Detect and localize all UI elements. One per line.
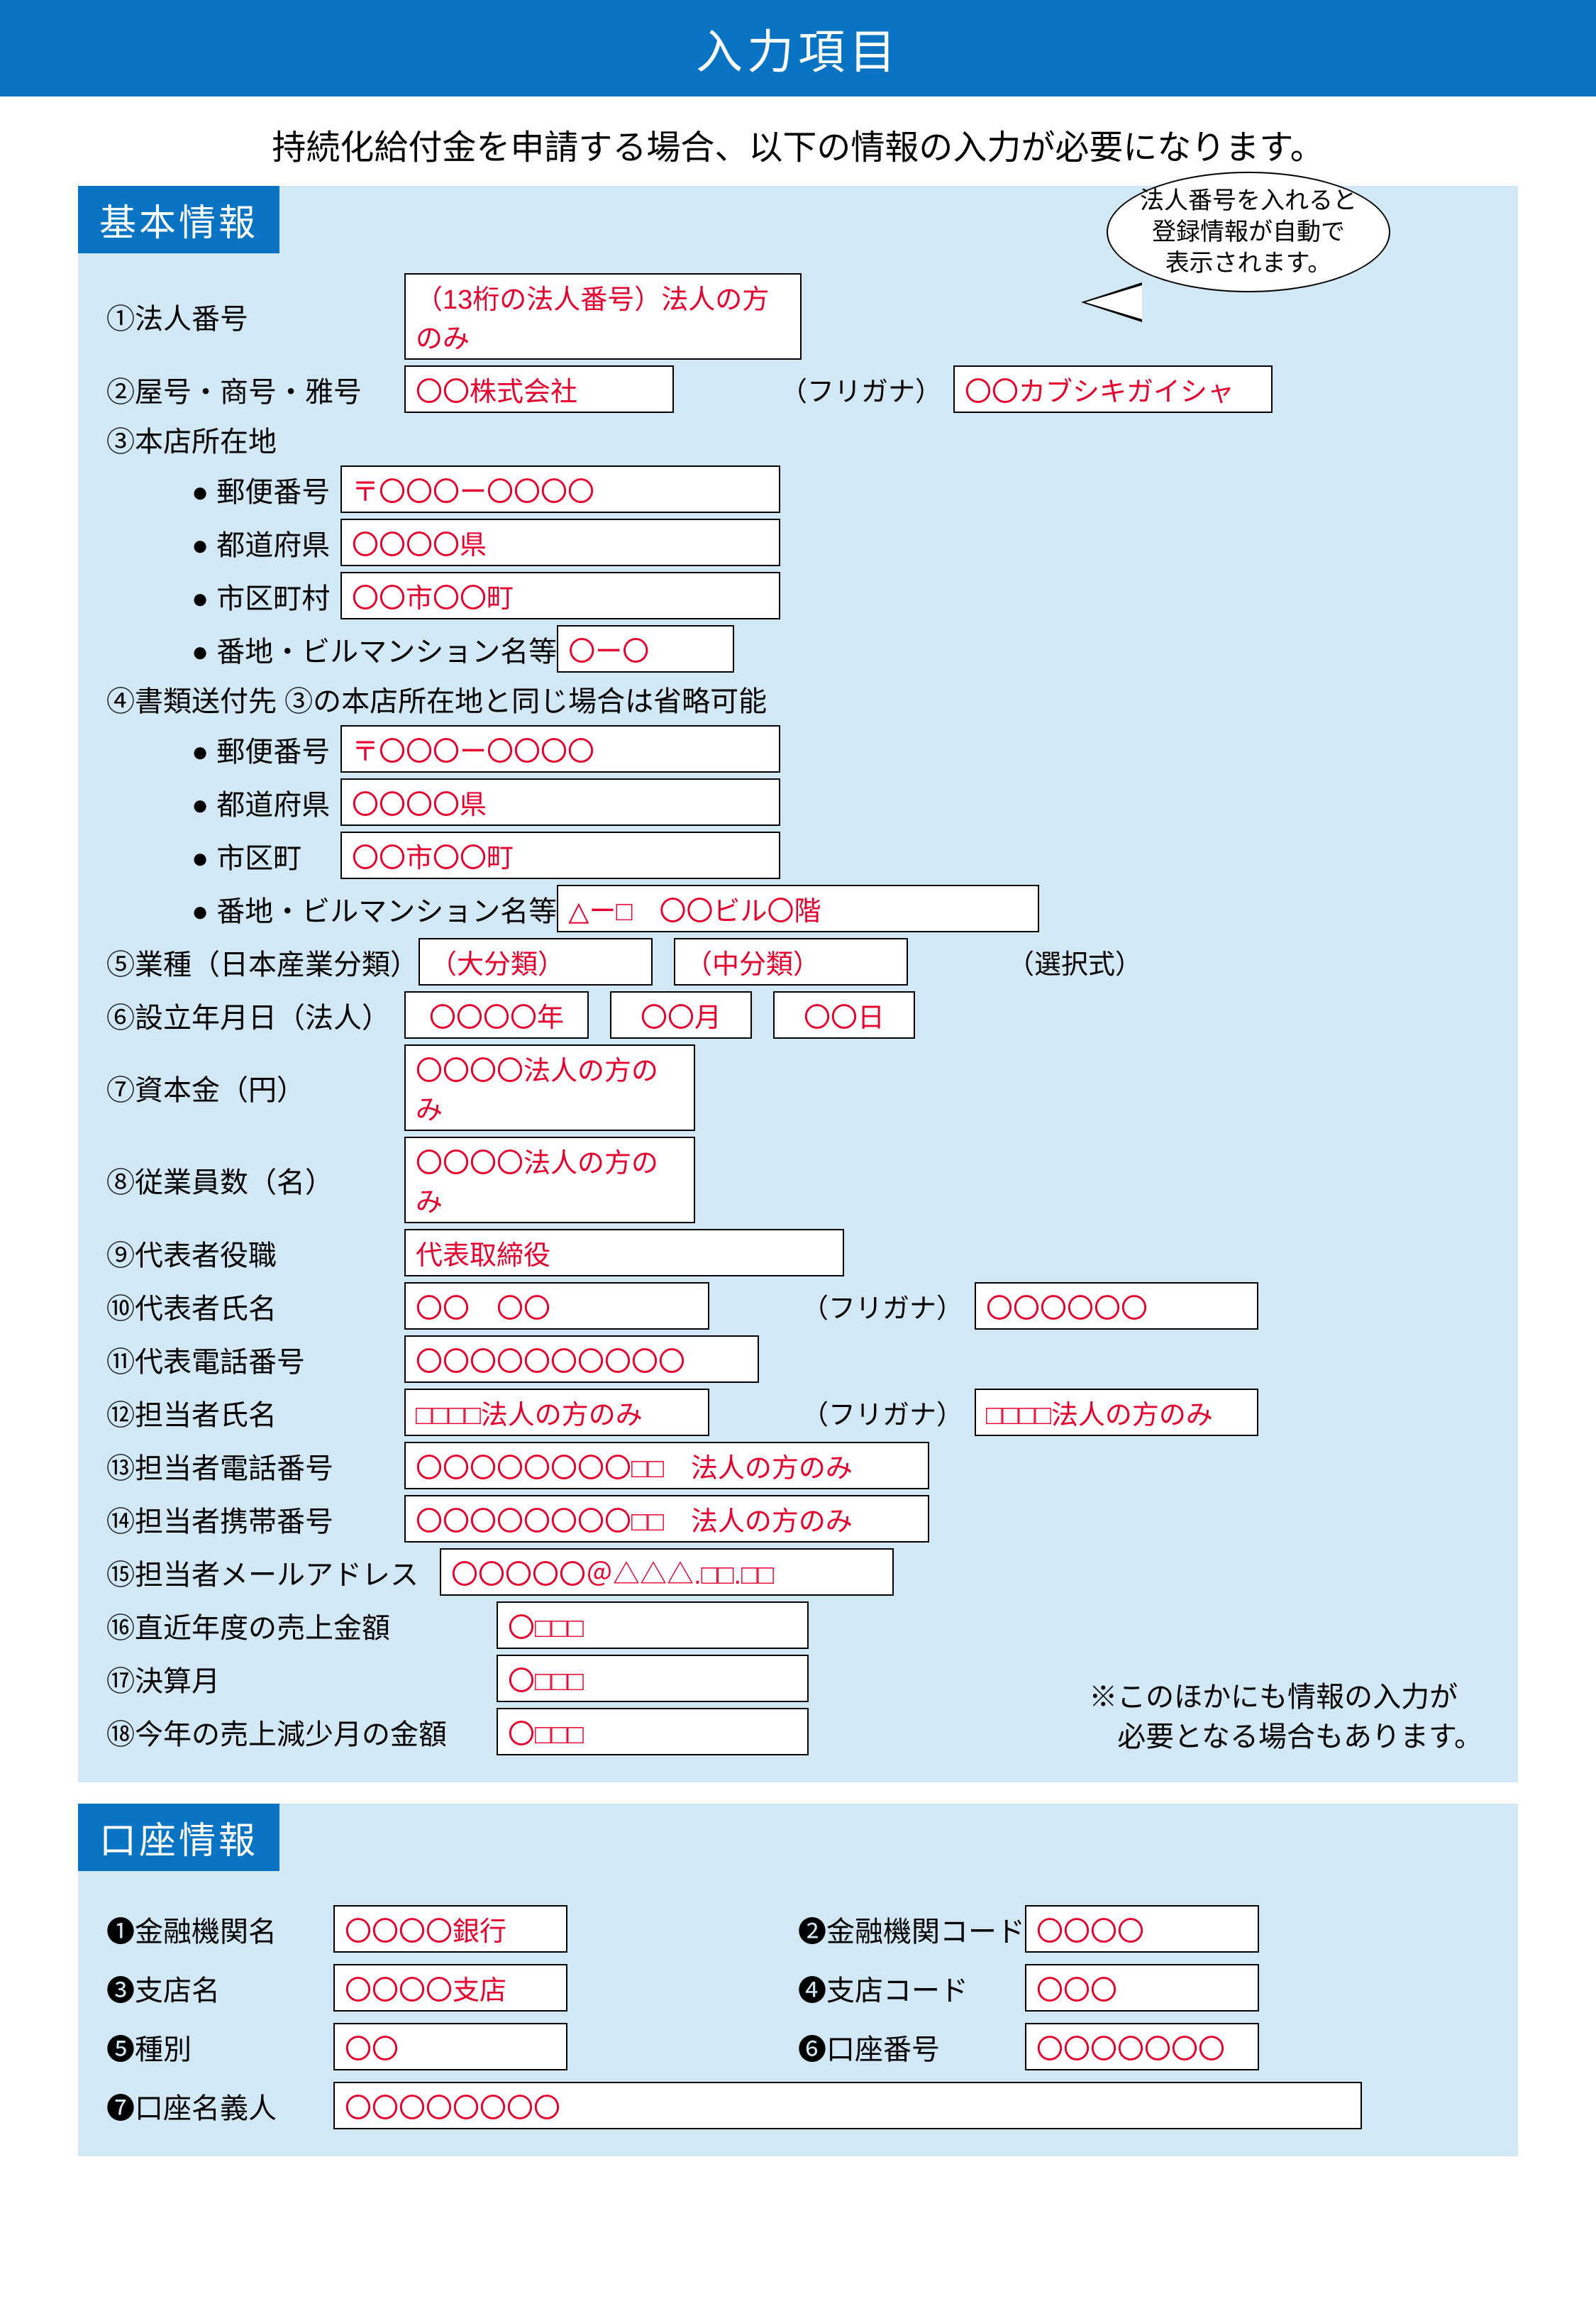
field-contact-name-furigana[interactable]: □□□□法人の方のみ <box>975 1389 1258 1436</box>
label-branch-code: ❹支店コード <box>798 1968 1025 2009</box>
label-bank-code: ❷金融機関コード <box>798 1909 1025 1950</box>
field-year[interactable]: 〇〇〇〇年 <box>404 991 589 1039</box>
field-hq-postal[interactable]: 〒〇〇〇ー〇〇〇〇 <box>340 465 780 513</box>
field-industry-mid[interactable]: （中分類） <box>674 938 908 986</box>
field-account-holder[interactable]: 〇〇〇〇〇〇〇〇 <box>333 2082 1362 2129</box>
field-hq-street[interactable]: 〇ー〇 <box>557 625 734 673</box>
subtitle: 持続化給付金を申請する場合、以下の情報の入力が必要になります。 <box>0 119 1596 169</box>
field-rep-phone[interactable]: 〇〇〇〇〇〇〇〇〇〇 <box>404 1335 759 1383</box>
label-established: ⑥設立年月日（法人） <box>106 995 404 1036</box>
field-month[interactable]: 〇〇月 <box>610 991 752 1039</box>
field-rep-name-furigana[interactable]: 〇〇〇〇〇〇 <box>975 1282 1258 1330</box>
field-mail-postal[interactable]: 〒〇〇〇ー〇〇〇〇 <box>340 725 780 773</box>
select-label: （選択式） <box>1007 942 1142 981</box>
label-bank-name: ❶金融機関名 <box>106 1909 333 1950</box>
label-rep-title: ⑨代表者役職 <box>106 1232 404 1274</box>
label-employees: ⑧従業員数（名） <box>106 1159 404 1201</box>
label-industry: ⑤業種（日本産業分類） <box>106 942 419 983</box>
field-contact-phone[interactable]: 〇〇〇〇〇〇〇〇□□ 法人の方のみ <box>404 1442 929 1489</box>
field-decline-amount[interactable]: 〇□□□ <box>497 1708 809 1755</box>
field-account-number[interactable]: 〇〇〇〇〇〇〇 <box>1025 2023 1259 2070</box>
label-contact-name: ⑫担当者氏名 <box>106 1392 404 1433</box>
field-bank-name[interactable]: 〇〇〇〇銀行 <box>333 1905 567 1953</box>
field-employees[interactable]: 〇〇〇〇法人の方のみ <box>404 1137 695 1223</box>
field-branch-name[interactable]: 〇〇〇〇支店 <box>333 1964 567 2012</box>
field-contact-name[interactable]: □□□□法人の方のみ <box>404 1389 709 1436</box>
field-capital[interactable]: 〇〇〇〇法人の方のみ <box>404 1044 695 1131</box>
field-trade-name-furigana[interactable]: 〇〇カブシキガイシャ <box>953 365 1273 413</box>
label-recent-sales: ⑯直近年度の売上金額 <box>106 1605 497 1646</box>
field-hq-pref[interactable]: 〇〇〇〇県 <box>340 519 780 566</box>
label-rep-name: ⑩代表者氏名 <box>106 1286 404 1327</box>
extra-note-line1: ※このほかにも情報の入力が <box>1089 1677 1483 1717</box>
label-contact-phone: ⑬担当者電話番号 <box>106 1445 404 1486</box>
field-corp-number[interactable]: （13桁の法人番号）法人の方のみ <box>404 273 802 360</box>
label-hq-address: ③本店所在地 <box>106 419 404 460</box>
field-contact-email[interactable]: 〇〇〇〇〇＠△△△.□□.□□ <box>440 1548 894 1596</box>
extra-note: ※このほかにも情報の入力が 必要となる場合もあります。 <box>1089 1677 1483 1757</box>
label-capital: ⑦資本金（円） <box>106 1067 404 1108</box>
label-account-type: ❺種別 <box>106 2026 333 2068</box>
label-mail-street: ● 番地・ビルマンション名等 <box>106 888 557 929</box>
title-bar: 入力項目 <box>0 0 1596 96</box>
field-industry-large[interactable]: （大分類） <box>419 938 653 986</box>
callout-text: 法人番号を入れると 登録情報が自動で 表示されます。 <box>1140 185 1357 280</box>
label-branch-name: ❸支店名 <box>106 1968 333 2009</box>
account-info-panel: 口座情報 ❶金融機関名 〇〇〇〇銀行 ❷金融機関コード 〇〇〇〇 ❸支店名 〇〇… <box>78 1804 1518 2156</box>
label-contact-email: ⑮担当者メールアドレス <box>106 1552 440 1593</box>
field-mail-pref[interactable]: 〇〇〇〇県 <box>340 778 780 826</box>
label-account-number: ❻口座番号 <box>798 2026 1025 2068</box>
label-contact-mobile: ⑭担当者携帯番号 <box>106 1499 404 1540</box>
field-bank-code[interactable]: 〇〇〇〇 <box>1025 1905 1259 1953</box>
label-fiscal-month: ⑰決算月 <box>106 1658 497 1699</box>
field-rep-name[interactable]: 〇〇 〇〇 <box>404 1282 709 1330</box>
field-account-type[interactable]: 〇〇 <box>333 2023 567 2070</box>
label-hq-street: ● 番地・ビルマンション名等 <box>106 629 557 670</box>
field-mail-city[interactable]: 〇〇市〇〇町 <box>340 832 780 879</box>
label-corp-number: ①法人番号 <box>106 296 404 337</box>
field-recent-sales[interactable]: 〇□□□ <box>497 1601 809 1649</box>
label-account-holder: ❼口座名義人 <box>106 2085 333 2126</box>
label-rep-phone: ⑪代表電話番号 <box>106 1339 404 1380</box>
label-mailing: ④書類送付先 ③の本店所在地と同じ場合は省略可能 <box>106 678 767 719</box>
section2-title: 口座情報 <box>78 1804 279 1871</box>
extra-note-line2: 必要となる場合もあります。 <box>1089 1717 1483 1757</box>
callout-bubble: 法人番号を入れると 登録情報が自動で 表示されます。 <box>1107 172 1390 292</box>
field-day[interactable]: 〇〇日 <box>773 991 915 1039</box>
label-trade-name: ②屋号・商号・雅号 <box>106 369 404 410</box>
field-rep-title[interactable]: 代表取締役 <box>404 1229 844 1276</box>
section1-title: 基本情報 <box>78 186 279 253</box>
field-hq-city[interactable]: 〇〇市〇〇町 <box>340 572 780 619</box>
field-contact-mobile[interactable]: 〇〇〇〇〇〇〇〇□□ 法人の方のみ <box>404 1495 929 1543</box>
furigana-label-2: （フリガナ） <box>802 1286 963 1325</box>
field-fiscal-month[interactable]: 〇□□□ <box>497 1655 809 1702</box>
field-branch-code[interactable]: 〇〇〇 <box>1025 1964 1259 2012</box>
furigana-label-3: （フリガナ） <box>802 1393 963 1432</box>
field-mail-street[interactable]: △ー□ 〇〇ビル〇階 <box>557 885 1039 932</box>
callout-tail-fill <box>1085 285 1142 319</box>
furigana-label-1: （フリガナ） <box>780 370 942 409</box>
field-trade-name[interactable]: 〇〇株式会社 <box>404 365 674 413</box>
label-decline-amount: ⑱今年の売上減少月の金額 <box>106 1711 497 1753</box>
basic-info-panel: 法人番号を入れると 登録情報が自動で 表示されます。 基本情報 ①法人番号 （1… <box>78 186 1518 1782</box>
